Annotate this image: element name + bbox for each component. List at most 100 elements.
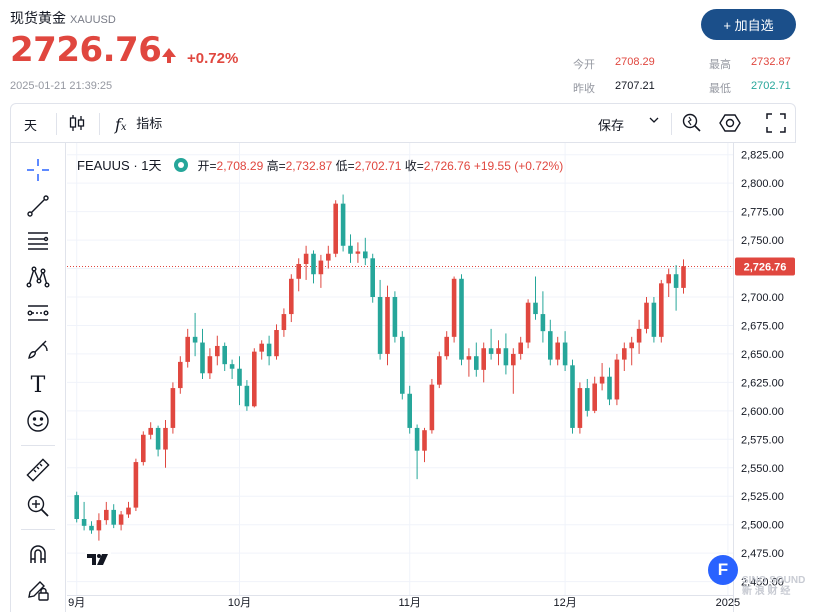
instrument-symbol: XAUUSD (70, 14, 116, 26)
candle-body (599, 376, 605, 384)
price-tick-label: 2,750.00 (741, 235, 784, 247)
text-icon[interactable]: T (30, 372, 46, 398)
candle-body (155, 427, 161, 450)
candle-body (644, 302, 649, 329)
price-tick-label: 2,825.00 (741, 150, 784, 162)
candle-body (400, 336, 405, 394)
price-tick-label: 2,550.00 (741, 463, 784, 475)
candle-body (629, 342, 634, 349)
toolbar-divider (99, 113, 100, 135)
legend-open-value: 2,708.29 (216, 159, 264, 173)
lock-pencil-icon[interactable] (25, 577, 51, 603)
fib-icon[interactable] (25, 228, 51, 254)
price-tick-label: 2,675.00 (741, 320, 784, 332)
candle-body (414, 427, 420, 451)
candle-body (163, 427, 168, 450)
candle-body (673, 274, 679, 288)
candle-body (118, 514, 124, 525)
candle-body (281, 314, 287, 331)
legend-change: +19.55 (+0.72%) (473, 159, 564, 173)
stat-high: 最高 2732.87 (709, 56, 791, 71)
candle-body (466, 356, 472, 360)
brand-badge: F (708, 555, 738, 585)
logo-background (85, 550, 111, 568)
candle-body (259, 343, 264, 352)
candle-body (488, 348, 494, 354)
candle-body (533, 302, 538, 315)
forecast-icon[interactable] (25, 300, 51, 326)
candle-body (111, 509, 116, 525)
candle-body (363, 251, 368, 259)
add-watchlist-button[interactable]: + 加自选 (701, 9, 796, 40)
up-arrow-icon (162, 48, 176, 57)
candle-body (311, 253, 316, 275)
chart-legend: FEAUUS · 1天 开=2,708.29 高=2,732.87 低=2,702… (77, 155, 563, 174)
time-tick-label: 12月 (553, 597, 576, 609)
quick-search-icon[interactable] (681, 112, 703, 137)
candle-body (622, 348, 627, 360)
price-axis-panel (733, 143, 796, 612)
candle-body (496, 348, 501, 354)
legend-close-value: 2,726.76 (423, 159, 471, 173)
function-icon: fx (115, 115, 127, 134)
save-button[interactable]: 保存 (598, 115, 624, 134)
candle-body (577, 388, 583, 428)
price-tick-label: 2,475.00 (741, 548, 784, 560)
fullscreen-icon[interactable] (766, 113, 786, 136)
candle-body (370, 258, 375, 297)
candle-body (570, 365, 575, 428)
timestamp: 2025-01-21 21:39:25 (10, 80, 113, 92)
settings-icon[interactable] (719, 112, 741, 137)
candle-body (525, 302, 531, 343)
price-tick-label: 2,625.00 (741, 377, 784, 389)
chevron-down-icon[interactable] (649, 114, 659, 129)
candle-body (429, 384, 435, 431)
candle-body (459, 278, 464, 360)
candlestick-chart[interactable]: 2,450.00 2,475.00 2,500.00 2,525.00 2,550.00… (67, 143, 796, 612)
emoji-icon[interactable] (25, 408, 51, 434)
logo-mark-t (87, 554, 96, 565)
candle-body (141, 434, 146, 463)
candle-body (377, 297, 383, 354)
price-tick-label: 2,650.00 (741, 349, 784, 361)
candles-icon[interactable] (69, 114, 85, 135)
legend-high-value: 2,732.87 (285, 159, 333, 173)
magnet-icon[interactable] (25, 541, 51, 567)
candle-body (392, 297, 398, 337)
candles-group (74, 194, 686, 541)
candle-body (178, 361, 183, 389)
stat-low: 最低 2702.71 (709, 80, 791, 95)
candle-body (385, 297, 390, 354)
candle-body (185, 336, 190, 362)
interval-button[interactable]: 天 (24, 118, 38, 133)
time-tick-label: 9月 (68, 597, 85, 609)
candle-body (355, 251, 361, 254)
candle-body (518, 342, 523, 354)
indicators-button[interactable]: fx 指标 (115, 113, 162, 134)
candle-body (296, 263, 301, 279)
brush-icon[interactable] (25, 336, 51, 362)
toolbar-divider (21, 445, 55, 446)
candle-body (511, 353, 516, 366)
toolbar-divider (56, 113, 57, 135)
toolbar-divider (671, 113, 672, 135)
pattern-icon[interactable] (25, 264, 51, 290)
candle-body (659, 283, 664, 337)
price-tick-label: 2,450.00 (741, 577, 784, 589)
instrument-title: 现货黄金 XAUUSD (10, 8, 116, 28)
candle-body (481, 348, 486, 370)
candle-body (215, 345, 220, 357)
candle-body (585, 388, 590, 411)
ruler-icon[interactable] (25, 457, 51, 483)
candle-body (562, 342, 568, 366)
last-price-label: 2,726.76 (744, 262, 787, 274)
zoom-in-icon[interactable] (25, 493, 51, 519)
trendline-icon[interactable] (25, 193, 51, 219)
legend-high-label: 高= (266, 159, 286, 173)
candle-body (148, 427, 153, 435)
candle-body (266, 343, 272, 357)
candle-body (651, 302, 657, 337)
candle-body (407, 393, 412, 428)
crosshair-icon[interactable] (25, 157, 51, 183)
candle-body (229, 364, 235, 369)
